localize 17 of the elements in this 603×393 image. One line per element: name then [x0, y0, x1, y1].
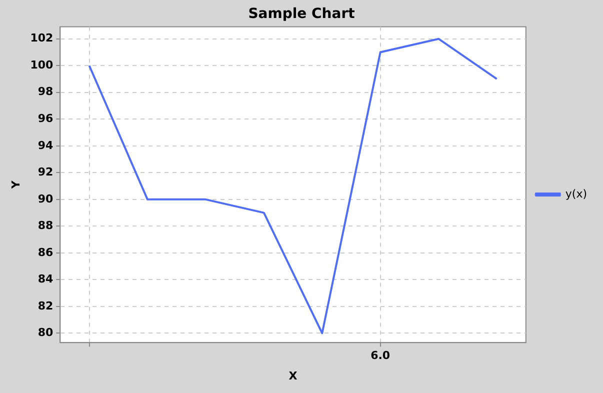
y-tick-label: 98: [38, 85, 54, 98]
y-tick-label: 88: [38, 219, 54, 232]
y-tick-label: 86: [38, 246, 54, 259]
y-tick-label: 82: [38, 299, 54, 312]
y-tick-label: 92: [38, 166, 54, 179]
y-tick-label: 94: [38, 138, 54, 152]
x-axis-title: X: [288, 369, 298, 382]
y-tick-label: 80: [38, 326, 54, 340]
y-tick-label: 84: [38, 272, 54, 286]
legend-label: y(x): [565, 187, 588, 200]
y-tick-label: 102: [30, 32, 54, 45]
chart-title: Sample Chart: [248, 6, 356, 22]
y-tick-label: 90: [38, 192, 54, 206]
y-axis-title: Y: [9, 180, 22, 190]
y-tick-label: 96: [38, 112, 54, 125]
x-tick-label: 6.0: [370, 349, 390, 362]
y-tick-label: 100: [30, 58, 54, 72]
